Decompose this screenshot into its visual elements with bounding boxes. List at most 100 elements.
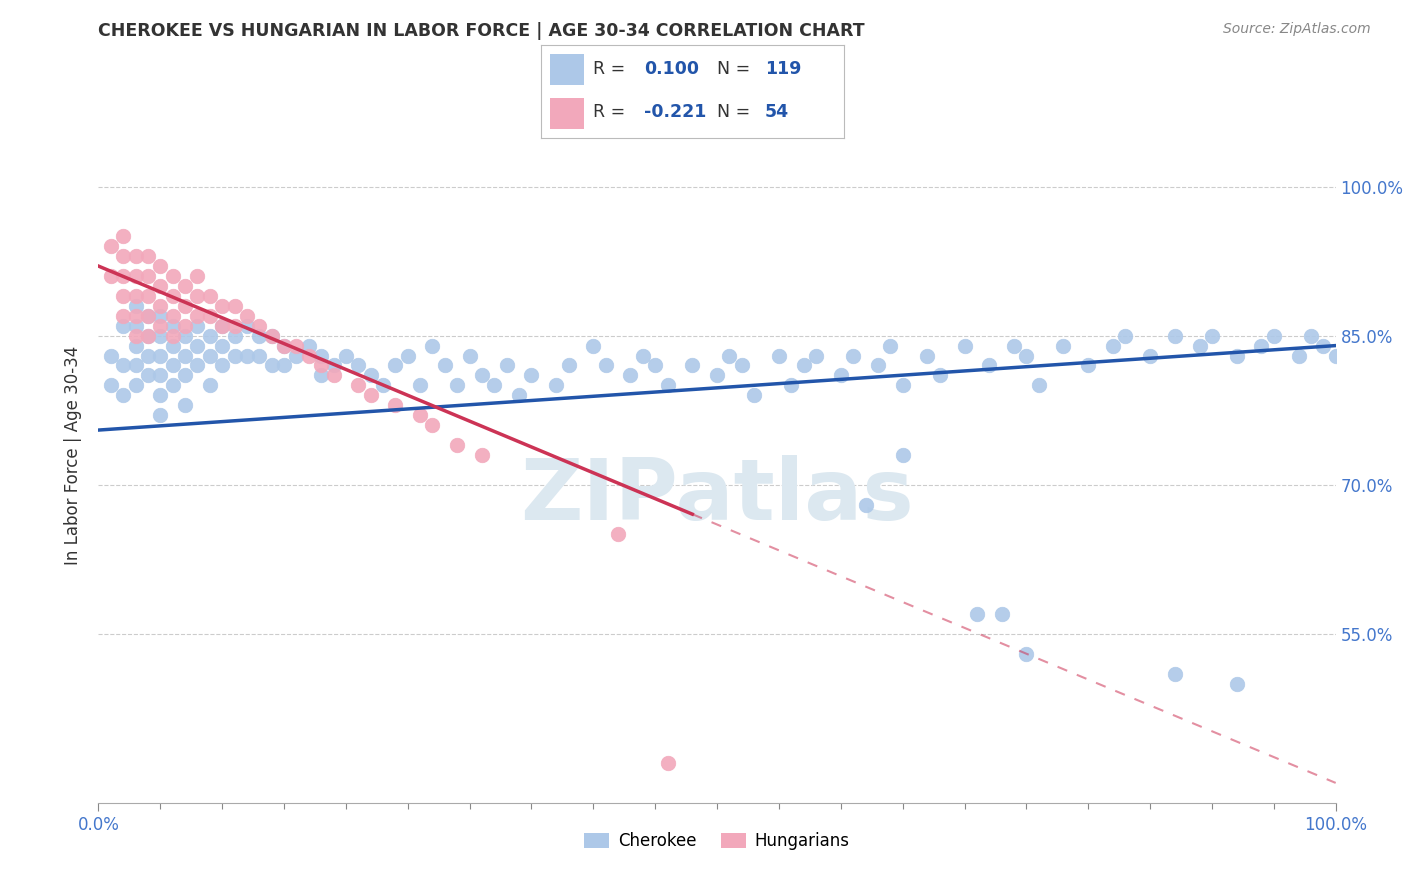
- Text: R =: R =: [593, 103, 630, 121]
- Point: [309, 359, 332, 373]
- Point: [162, 318, 184, 333]
- Point: [124, 299, 146, 313]
- Point: [162, 309, 184, 323]
- Point: [124, 309, 146, 323]
- Point: [520, 368, 543, 383]
- Point: [1201, 328, 1223, 343]
- Point: [742, 388, 765, 402]
- Point: [347, 378, 370, 392]
- Point: [100, 349, 122, 363]
- Point: [966, 607, 988, 621]
- Point: [1324, 349, 1347, 363]
- Point: [162, 328, 184, 343]
- Point: [112, 268, 135, 283]
- Point: [236, 349, 259, 363]
- Point: [149, 279, 172, 293]
- Point: [224, 318, 246, 333]
- Point: [644, 359, 666, 373]
- Point: [186, 289, 208, 303]
- Text: N =: N =: [717, 103, 755, 121]
- Point: [484, 378, 506, 392]
- Point: [681, 359, 703, 373]
- Point: [446, 438, 468, 452]
- Point: [186, 268, 208, 283]
- Point: [657, 378, 679, 392]
- Point: [298, 338, 321, 352]
- Point: [236, 318, 259, 333]
- Point: [1077, 359, 1099, 373]
- Point: [891, 378, 914, 392]
- Point: [124, 289, 146, 303]
- Point: [657, 756, 679, 770]
- Point: [100, 239, 122, 253]
- Legend: Cherokee, Hungarians: Cherokee, Hungarians: [578, 826, 856, 857]
- Point: [174, 299, 197, 313]
- Point: [1164, 328, 1187, 343]
- Point: [162, 378, 184, 392]
- Point: [360, 388, 382, 402]
- Point: [136, 368, 159, 383]
- Point: [136, 328, 159, 343]
- Text: -0.221: -0.221: [644, 103, 706, 121]
- Point: [124, 359, 146, 373]
- Text: CHEROKEE VS HUNGARIAN IN LABOR FORCE | AGE 30-34 CORRELATION CHART: CHEROKEE VS HUNGARIAN IN LABOR FORCE | A…: [98, 22, 865, 40]
- Point: [347, 359, 370, 373]
- Point: [136, 268, 159, 283]
- Y-axis label: In Labor Force | Age 30-34: In Labor Force | Age 30-34: [65, 345, 83, 565]
- Point: [149, 259, 172, 273]
- Point: [273, 359, 295, 373]
- Point: [1114, 328, 1136, 343]
- Point: [211, 299, 233, 313]
- Point: [174, 368, 197, 383]
- Point: [273, 338, 295, 352]
- Point: [174, 318, 197, 333]
- Point: [136, 249, 159, 263]
- Point: [198, 349, 221, 363]
- Point: [236, 309, 259, 323]
- Point: [1015, 349, 1038, 363]
- Point: [718, 349, 741, 363]
- Point: [458, 349, 481, 363]
- Point: [471, 368, 494, 383]
- Point: [149, 408, 172, 422]
- Point: [211, 359, 233, 373]
- Bar: [550, 54, 583, 85]
- Point: [298, 349, 321, 363]
- Point: [162, 289, 184, 303]
- Point: [384, 359, 406, 373]
- Point: [631, 349, 654, 363]
- Point: [124, 318, 146, 333]
- Text: R =: R =: [593, 60, 630, 78]
- Point: [1028, 378, 1050, 392]
- Text: 54: 54: [765, 103, 789, 121]
- Point: [162, 359, 184, 373]
- Point: [247, 328, 270, 343]
- Point: [1250, 338, 1272, 352]
- Point: [211, 318, 233, 333]
- Point: [595, 359, 617, 373]
- Bar: [550, 98, 583, 129]
- Text: N =: N =: [717, 60, 755, 78]
- Point: [1299, 328, 1322, 343]
- Point: [371, 378, 394, 392]
- Point: [112, 229, 135, 244]
- Point: [211, 318, 233, 333]
- Point: [731, 359, 754, 373]
- Point: [149, 349, 172, 363]
- Point: [953, 338, 976, 352]
- Point: [780, 378, 803, 392]
- Point: [990, 607, 1012, 621]
- Point: [136, 309, 159, 323]
- Point: [309, 349, 332, 363]
- Point: [224, 349, 246, 363]
- Point: [619, 368, 641, 383]
- Point: [136, 328, 159, 343]
- Point: [100, 378, 122, 392]
- Point: [285, 349, 308, 363]
- Point: [149, 328, 172, 343]
- Point: [112, 359, 135, 373]
- Point: [409, 378, 432, 392]
- Point: [112, 318, 135, 333]
- Point: [124, 338, 146, 352]
- Point: [322, 368, 344, 383]
